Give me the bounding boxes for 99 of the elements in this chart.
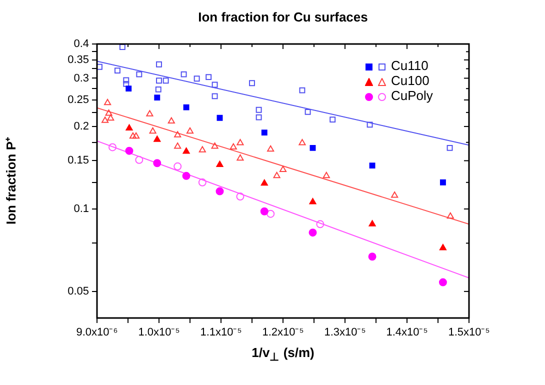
y-tick-label: 0.3 <box>74 72 89 84</box>
point <box>249 80 255 86</box>
point <box>216 160 224 167</box>
point <box>309 198 316 204</box>
point <box>261 130 268 136</box>
legend-label: Cu110 <box>391 58 428 73</box>
point <box>366 122 373 128</box>
point <box>174 162 182 170</box>
point <box>446 212 454 219</box>
point <box>182 172 190 180</box>
y-tick-label: 0.2 <box>74 120 89 133</box>
point <box>186 127 194 134</box>
point <box>369 162 376 169</box>
x-tick-label: 1.3x10⁻⁵ <box>324 326 366 339</box>
point <box>206 74 212 80</box>
point <box>236 192 244 201</box>
point <box>129 132 136 139</box>
point <box>216 114 223 121</box>
chart-title: Ion fraction for Cu surfaces <box>198 10 368 25</box>
point <box>135 156 144 164</box>
point <box>236 139 244 146</box>
x-tick-label: 9.0x10⁻⁶ <box>76 326 118 339</box>
point <box>368 220 376 226</box>
point <box>440 179 446 186</box>
point <box>102 116 109 123</box>
point <box>155 86 162 92</box>
point <box>212 82 218 88</box>
legend-label: CuPoly <box>391 88 433 103</box>
point <box>330 116 336 123</box>
point <box>132 132 140 139</box>
point <box>104 98 112 106</box>
point <box>180 71 187 78</box>
y-tick-label: 0.15 <box>68 154 89 167</box>
point <box>446 144 453 151</box>
point <box>299 87 306 94</box>
point <box>154 94 160 101</box>
point <box>256 106 262 113</box>
point <box>256 114 262 120</box>
point <box>308 228 317 237</box>
point <box>304 108 311 115</box>
point <box>230 143 237 150</box>
point <box>125 146 134 155</box>
x-tick-label: 1.1x10⁻⁵ <box>200 326 242 339</box>
point <box>108 143 116 152</box>
x-tick-label: 1.0x10⁻⁵ <box>138 326 180 339</box>
point <box>267 145 274 152</box>
point <box>119 44 126 50</box>
point <box>149 127 156 134</box>
x-tick-label: 1.4x10⁻⁵ <box>386 326 428 339</box>
point <box>316 220 324 228</box>
point <box>107 114 114 121</box>
point <box>183 104 190 110</box>
y-tick-label: 0.25 <box>68 94 89 106</box>
point <box>126 124 133 131</box>
legend-label: Cu100 <box>391 73 430 88</box>
point <box>97 64 102 70</box>
point <box>212 93 218 100</box>
point <box>198 146 206 152</box>
point <box>368 252 376 261</box>
point <box>174 131 182 138</box>
point <box>322 172 330 178</box>
point <box>236 154 244 161</box>
point <box>123 77 130 84</box>
point <box>194 76 200 82</box>
point <box>439 244 446 250</box>
point <box>279 166 287 172</box>
point <box>154 136 161 142</box>
point <box>156 61 162 68</box>
x-axis-title: 1/v$_{⊥}$ (s/m) <box>250 345 316 364</box>
point <box>310 144 316 151</box>
point <box>211 142 218 149</box>
y-axis-title: Ion fraction P⁺ <box>3 136 18 225</box>
y-tick-label: 0.1 <box>74 202 89 215</box>
point <box>298 139 306 146</box>
point <box>162 78 169 84</box>
point <box>146 110 154 116</box>
point <box>260 179 268 186</box>
point <box>391 191 398 198</box>
point <box>105 110 112 116</box>
point <box>123 80 130 87</box>
y-tick-label: 0.4 <box>74 38 89 50</box>
point <box>438 278 447 286</box>
point <box>126 86 132 92</box>
point <box>198 178 206 186</box>
point <box>216 187 224 196</box>
x-tick-label: 1.2x10⁻⁵ <box>262 326 304 339</box>
point <box>174 142 182 149</box>
point <box>156 78 162 84</box>
y-tick-label: 0.35 <box>68 54 89 66</box>
point <box>153 159 162 168</box>
point <box>260 207 268 216</box>
y-tick-label: 0.05 <box>68 285 89 298</box>
point <box>266 210 275 218</box>
point <box>136 71 142 78</box>
point <box>168 117 175 124</box>
point <box>114 68 120 74</box>
point <box>273 172 280 178</box>
x-tick-label: 1.5x10⁻⁵ <box>448 326 490 339</box>
point <box>182 148 190 154</box>
